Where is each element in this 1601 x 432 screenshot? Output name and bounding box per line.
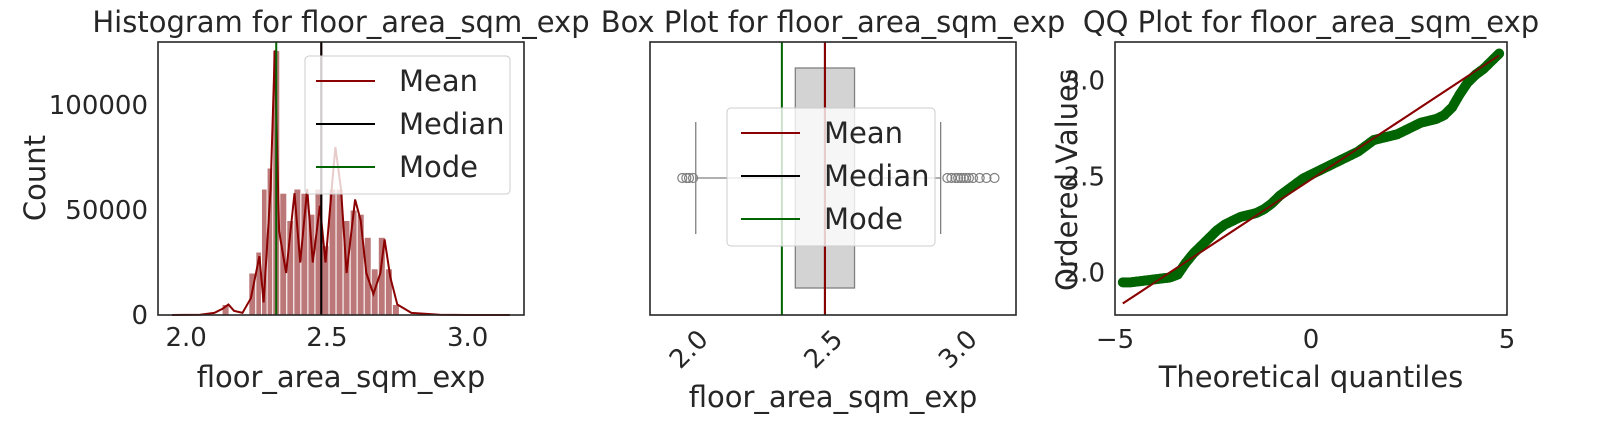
outlier-point (963, 172, 975, 184)
qqplot-title: QQ Plot for floor_area_sqm_exp (1083, 5, 1539, 39)
x-tick-label: 2.5 (306, 323, 347, 353)
outlier-point (974, 172, 985, 184)
qqplot-panel: −5 0 5 2.0 2.5 3.0 QQ Plot for floor_area_sq… (1050, 5, 1539, 394)
histogram-bar (307, 213, 316, 316)
outlier-point (953, 172, 964, 184)
outlier-point (955, 172, 966, 184)
x-tick-label: 5 (1499, 325, 1516, 355)
legend-mean-label: Mean (824, 116, 903, 150)
boxplot-panel: 2.0 2.5 3.0 Box Plot for floor_area_sqm_ex… (601, 5, 1066, 414)
x-tick-label: 3.0 (933, 325, 983, 375)
legend-mode-label: Mode (399, 150, 478, 184)
outlier-point (967, 172, 979, 184)
outlier-point (677, 172, 688, 184)
y-tick-labels: 2.0 2.5 3.0 (1064, 66, 1105, 288)
outlier-point (687, 172, 699, 184)
y-axis-label: Count (18, 135, 52, 221)
outlier-point (961, 172, 972, 184)
y-tick-label: 50000 (65, 196, 148, 226)
plot-frame (649, 41, 1017, 316)
boxplot-title: Box Plot for floor_area_sqm_exp (601, 5, 1066, 39)
legend-box (304, 55, 511, 195)
legend-mean-label: Mean (399, 64, 478, 98)
y-tick-label: 3.0 (1064, 66, 1105, 96)
y-axis-label: Ordered Values (1050, 69, 1084, 291)
plot-frame (157, 41, 525, 316)
legend: Mean Median Mode (304, 55, 511, 195)
y-tick-label: 2.0 (1064, 259, 1105, 289)
histogram-bar (384, 268, 393, 316)
qq-fit-line-overlay (1122, 54, 1500, 305)
x-tick-label: 0 (1303, 325, 1320, 355)
x-axis-label: floor_area_sqm_exp (689, 380, 978, 414)
y-tick-label: 0 (131, 301, 148, 331)
x-tick-label: 3.0 (447, 323, 488, 353)
outlier-point (950, 172, 961, 184)
kde-curve (172, 50, 510, 316)
x-tick-labels: −5 0 5 (1096, 325, 1515, 355)
x-tick-label: 2.5 (799, 325, 849, 375)
x-tick-labels: 2.0 2.5 3.0 (165, 323, 488, 353)
outlier-point (942, 172, 953, 184)
outlier-point (981, 172, 992, 184)
x-tick-label: 2.0 (165, 323, 206, 353)
x-tick-label: 2.0 (664, 325, 714, 375)
x-axis-label: floor_area_sqm_exp (197, 360, 486, 394)
outlier-point (683, 172, 695, 184)
y-tick-label: 2.5 (1064, 163, 1105, 193)
x-tick-label: −5 (1096, 325, 1134, 355)
x-tick-labels: 2.0 2.5 3.0 (664, 325, 984, 375)
x-axis-label: Theoretical quantiles (1158, 360, 1464, 394)
legend-mode-label: Mode (824, 202, 903, 236)
legend-box (726, 107, 936, 247)
legend-median-label: Median (824, 159, 929, 193)
plot-frame (1114, 41, 1508, 316)
histogram-title: Histogram for floor_area_sqm_exp (92, 5, 589, 39)
outlier-point (681, 172, 692, 184)
outlier-points (677, 172, 1000, 184)
histogram-panel: 2.0 2.5 3.0 0 50000 100000 Histogram for flo… (18, 5, 590, 394)
y-tick-label: 100000 (49, 91, 148, 121)
outlier-point (989, 172, 1000, 184)
legend-median-label: Median (399, 107, 504, 141)
legend: Mean Median Mode (726, 107, 936, 247)
y-tick-labels: 0 50000 100000 (49, 91, 148, 331)
qq-points (1117, 48, 1505, 288)
